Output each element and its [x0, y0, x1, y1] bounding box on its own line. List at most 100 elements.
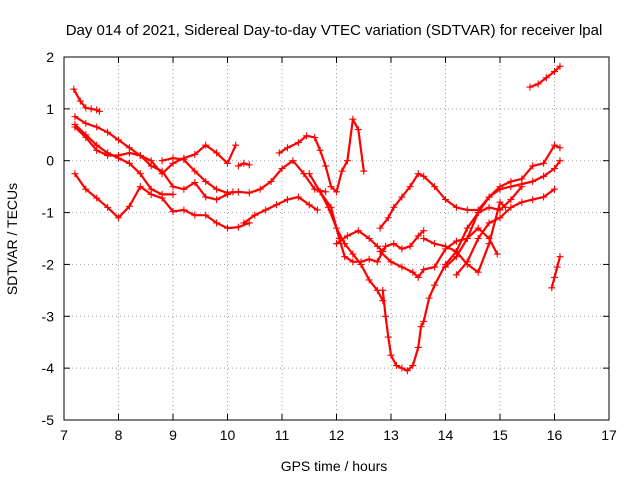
data-point-marker [529, 196, 537, 204]
data-point-marker [463, 224, 471, 232]
data-point-marker [485, 240, 493, 248]
data-point-marker [384, 333, 392, 341]
data-point-marker [234, 188, 242, 196]
data-point-marker [125, 202, 133, 210]
data-point-marker [529, 162, 537, 170]
data-point-marker [387, 351, 395, 359]
data-point-marker [382, 312, 390, 320]
data-point-marker [191, 150, 199, 158]
data-point-marker [365, 235, 373, 242]
data-point-marker [496, 198, 504, 206]
data-point-marker [322, 162, 330, 170]
data-point-marker [104, 149, 112, 157]
data-point-marker [232, 141, 240, 149]
series-line [550, 255, 562, 289]
series-sat-r [452, 185, 558, 279]
data-point-marker [115, 214, 122, 222]
data-point-marker [417, 323, 425, 331]
data-point-marker [343, 232, 351, 240]
data-point-marker [169, 208, 177, 216]
y-tick-label: -5 [42, 412, 55, 428]
data-point-marker [398, 245, 406, 253]
data-point-marker [180, 156, 188, 164]
data-point-marker [406, 183, 414, 191]
data-point-marker [267, 177, 275, 185]
series-line [319, 190, 384, 302]
data-point-marker [327, 183, 335, 191]
data-point-marker [202, 193, 210, 201]
data-point-marker [414, 232, 422, 240]
data-point-marker [70, 85, 78, 93]
series-sat-q [442, 157, 564, 271]
data-point-marker [71, 120, 79, 128]
data-point-marker [202, 141, 210, 149]
data-point-marker [169, 183, 177, 191]
data-point-marker [485, 193, 493, 201]
data-point-marker [93, 123, 101, 131]
data-point-marker [452, 203, 460, 211]
data-point-marker [485, 203, 493, 211]
y-tick-label: 2 [46, 49, 54, 65]
data-point-marker [360, 167, 368, 175]
series-line [278, 118, 365, 193]
data-point-marker [256, 185, 264, 193]
data-point-marker [556, 62, 564, 70]
data-point-marker [213, 149, 221, 157]
series-layer [70, 62, 564, 375]
data-point-marker [180, 206, 188, 214]
series-sat-d [71, 120, 177, 198]
data-point-marker [82, 119, 90, 127]
data-point-marker [333, 240, 340, 248]
series-sat-a [70, 85, 103, 115]
x-tick-label: 14 [438, 427, 454, 443]
data-point-marker [540, 193, 548, 201]
series-line [379, 144, 562, 230]
data-point-marker [442, 263, 449, 271]
y-tick-label: -3 [42, 308, 55, 324]
series-sat-h [240, 193, 321, 227]
data-point-marker [507, 196, 515, 204]
data-point-marker [409, 268, 417, 276]
data-point-marker [316, 146, 324, 154]
y-tick-label: -2 [42, 256, 55, 272]
data-point-marker [431, 183, 439, 191]
data-point-marker [147, 190, 155, 198]
data-point-marker [442, 242, 449, 250]
data-point-marker [507, 203, 515, 211]
y-tick-label: -1 [42, 205, 55, 221]
data-point-marker [71, 113, 79, 121]
data-point-marker [158, 194, 166, 202]
data-point-marker [224, 189, 231, 197]
data-point-marker [275, 149, 283, 157]
data-point-marker [551, 141, 558, 149]
data-point-marker [431, 281, 439, 289]
data-point-marker [551, 185, 558, 193]
data-point-marker [294, 193, 302, 201]
data-point-marker [551, 273, 558, 281]
data-point-marker [357, 260, 365, 268]
data-point-marker [95, 107, 103, 115]
x-tick-label: 15 [492, 427, 508, 443]
data-point-marker [245, 161, 253, 169]
data-point-marker [442, 196, 449, 204]
x-axis-label: GPS time / hours [281, 458, 388, 474]
series-line [528, 65, 562, 89]
series-sat-e [71, 170, 253, 232]
data-point-marker [76, 97, 84, 105]
data-point-marker [420, 172, 428, 180]
data-point-marker [311, 133, 319, 141]
data-point-marker [387, 258, 395, 266]
series-sat-t [548, 253, 564, 292]
data-point-marker [354, 227, 362, 235]
series-sat-s [526, 62, 564, 91]
series-sat-m [379, 183, 526, 375]
data-point-marker [420, 317, 428, 325]
data-point-marker [240, 159, 248, 167]
data-point-marker [273, 201, 281, 209]
data-point-marker [551, 164, 558, 172]
data-point-marker [104, 128, 112, 136]
data-point-marker [224, 159, 231, 167]
series-line [73, 115, 234, 201]
data-point-marker [283, 144, 291, 152]
data-point-marker [392, 362, 400, 370]
